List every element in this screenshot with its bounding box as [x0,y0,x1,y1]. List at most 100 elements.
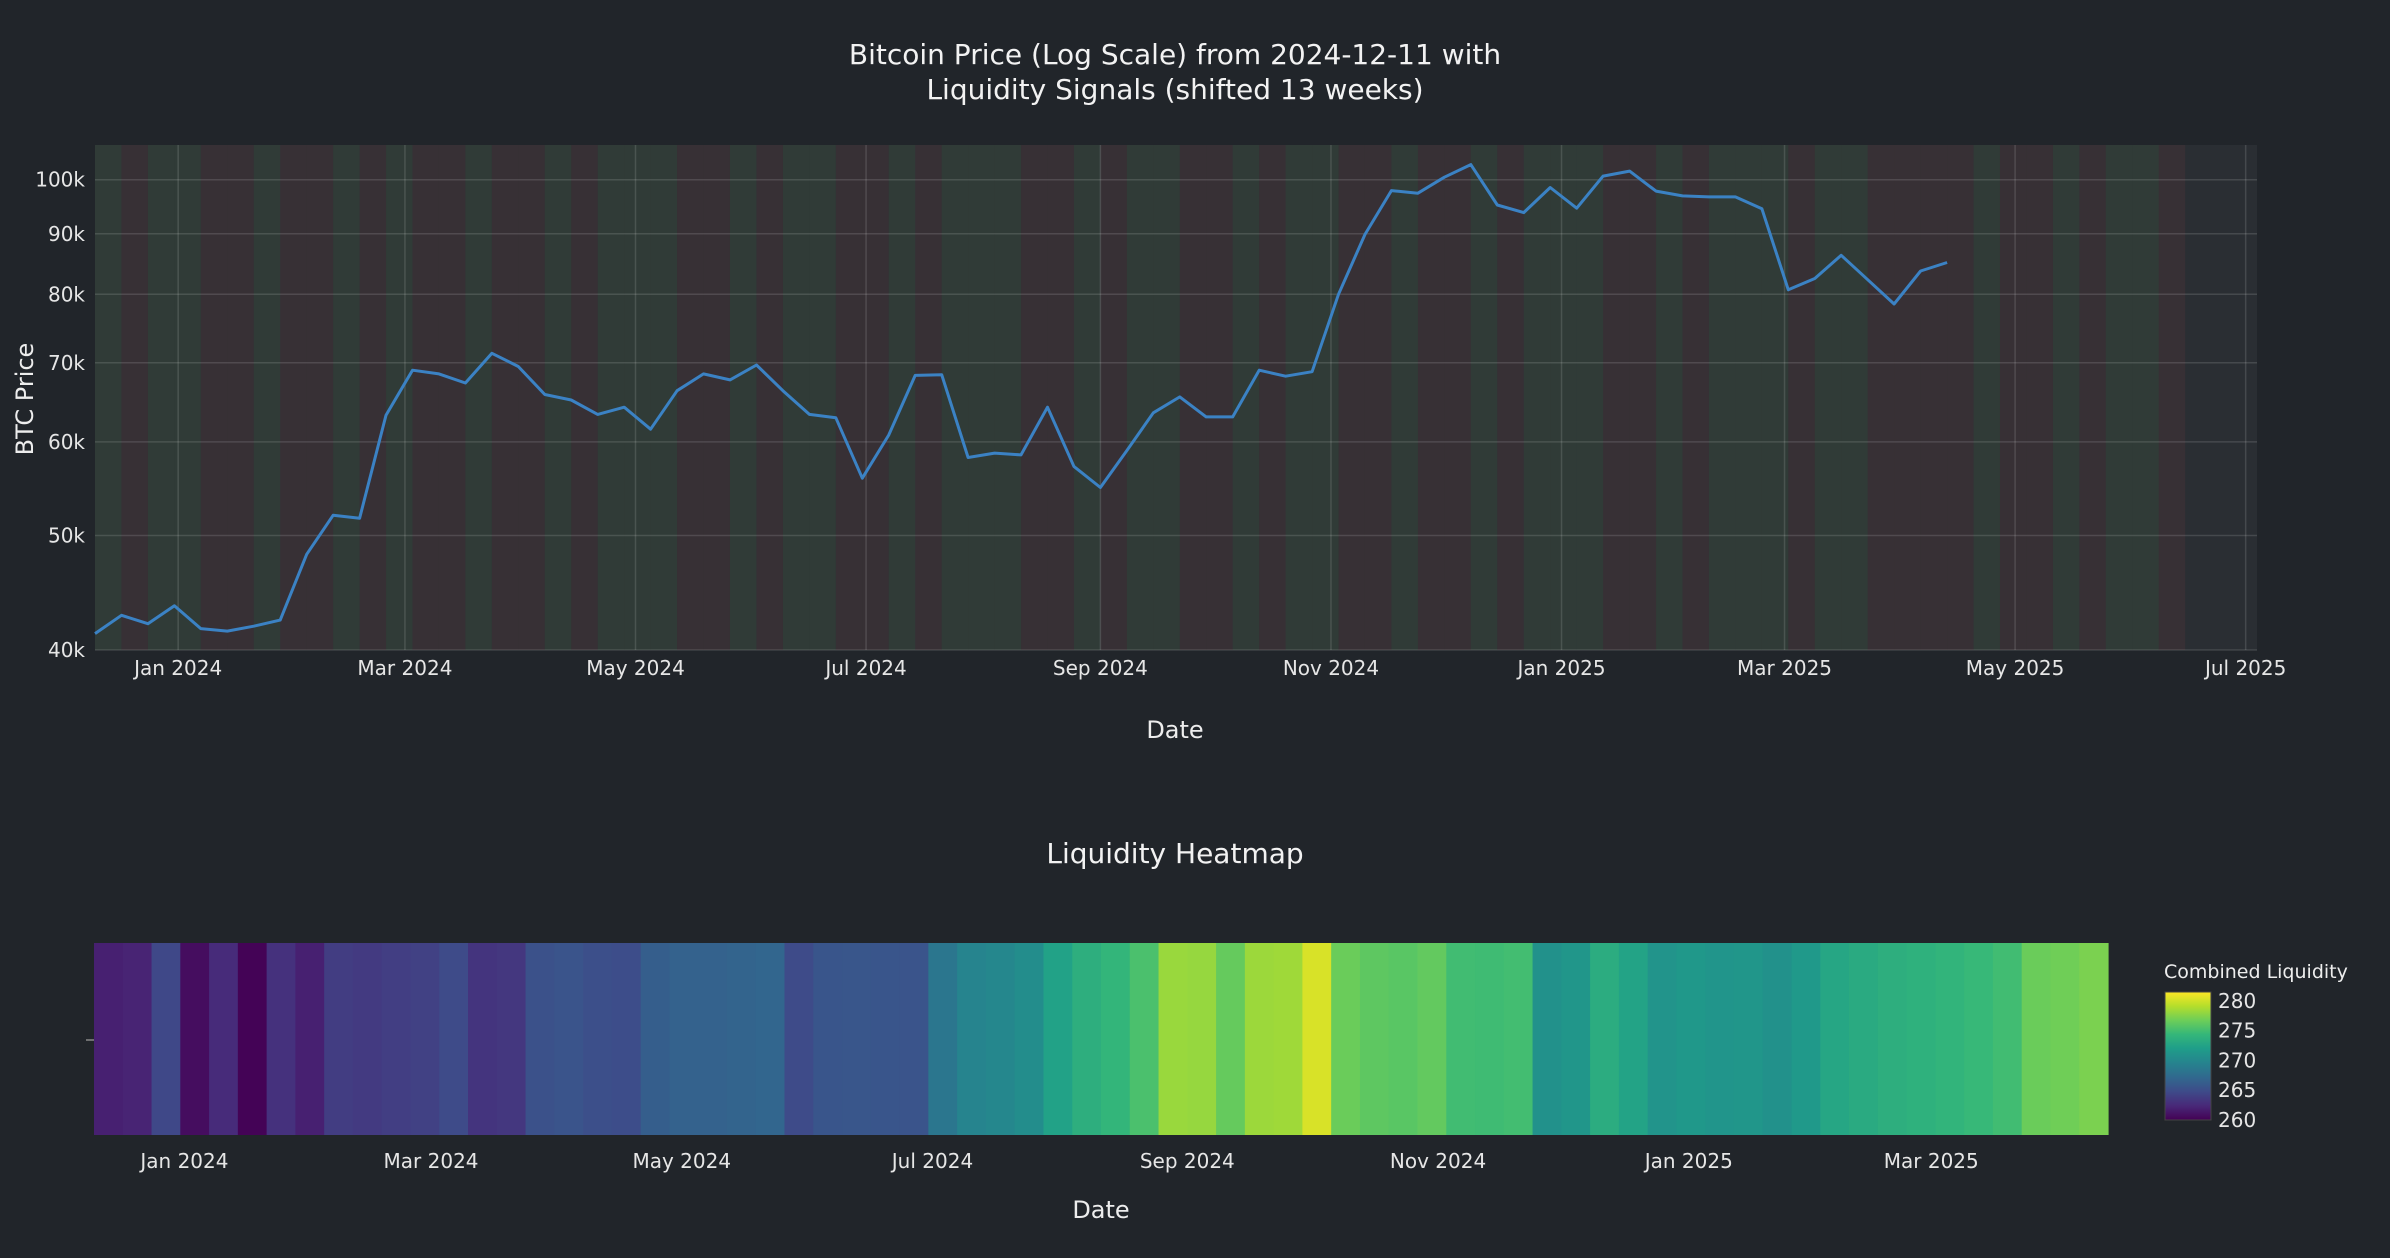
colorbar-gradient [2164,991,2212,1121]
bullish-signal-band [994,145,1022,650]
bearish-signal-band [1364,145,1392,650]
colorbar-tick-labels: 280 275 270 265 260 [2218,989,2256,1132]
price-y-tick-label: 80k [48,282,85,306]
heatmap-cell [1101,943,1131,1135]
bullish-signal-band [1232,145,1260,650]
price-x-tick-label: Jan 2024 [132,656,222,680]
bearish-signal-band [571,145,598,650]
heatmap-cell [1618,943,1649,1135]
bullish-signal-band [1708,145,1736,650]
price-y-tick-label: 40k [48,638,85,662]
bullish-signal-band [174,145,201,650]
heatmap-cell [151,943,181,1135]
price-x-tick-label: Jan 2025 [1515,656,1605,680]
bullish-signal-band [1841,145,1868,650]
bearish-signal-band [1867,145,1895,650]
heatmap-cell [698,943,728,1135]
bearish-signal-band [1179,145,1207,650]
bearish-signal-band [121,145,148,650]
bullish-signal-band [95,145,122,650]
bearish-signal-band [518,145,545,650]
heatmap-cell [640,943,671,1135]
bearish-signal-band [862,145,889,650]
heatmap-cell [1877,943,1908,1135]
bearish-signal-band [1100,145,1127,650]
bearish-signal-band [756,145,783,650]
heatmap-cell [2050,943,2080,1135]
heatmap-cell [928,943,958,1135]
price-x-tick-label: May 2024 [586,656,685,680]
heatmap-cell [468,943,498,1135]
bullish-signal-band [597,145,625,650]
heatmap-cell [1676,943,1706,1135]
price-y-axis-title: BTC Price [11,343,39,456]
bullish-signal-band [1550,145,1577,650]
heatmap-cell [1446,943,1476,1135]
bullish-signal-band [624,145,651,650]
colorbar-tick-label: 270 [2218,1048,2256,1072]
bullish-signal-band [1285,145,1313,650]
heatmap-cell [985,943,1016,1135]
colorbar-title: Combined Liquidity [2164,961,2348,983]
bullish-signal-band [1735,145,1762,650]
heatmap-x-tick-label: Jan 2024 [138,1149,228,1173]
bearish-signal-band [1999,145,2027,650]
bullish-signal-band [1470,145,1498,650]
bearish-signal-band [1206,145,1233,650]
bullish-signal-band [465,145,492,650]
bearish-signal-band [2158,145,2186,650]
bearish-signal-band [1629,145,1657,650]
heatmap-cell [1158,943,1188,1135]
heatmap-cell [957,943,987,1135]
heatmap-cell [1129,943,1160,1135]
btc-price-line [94,163,1948,635]
heatmap-cell [669,943,699,1135]
price-y-tick-label: 70k [48,351,85,375]
liquidity-heatmap: Liquidity Heatmap Jan 2024 Mar 2024 May 20… [86,837,2348,1224]
price-x-tick-label: Jul 2025 [2203,656,2286,680]
bearish-signal-band [703,145,730,650]
heatmap-cell [2021,943,2052,1135]
price-x-tick-label: Mar 2024 [357,656,452,680]
heatmap-cell [1647,943,1678,1135]
price-x-tick-labels: Jan 2024 Mar 2024 May 2024 Jul 2024 Sep 2024… [132,656,2286,680]
price-chart: Bitcoin Price (Log Scale) from 2024-12-1… [11,38,2286,744]
heatmap-cell [237,943,268,1135]
heatmap-cell [122,943,153,1135]
bullish-signal-band [729,145,757,650]
bullish-signal-band [1073,145,1101,650]
heatmap-cell [381,943,412,1135]
heatmap-cell [755,943,786,1135]
heatmap-cell [726,943,757,1135]
bullish-signal-band [1973,145,2000,650]
heatmap-cell [1014,943,1045,1135]
heatmap-cell [784,943,814,1135]
heatmap-cell [1475,943,1505,1135]
heatmap-cell [1331,943,1361,1135]
colorbar-tick-label: 275 [2218,1019,2256,1043]
heatmap-x-tick-label: Mar 2024 [384,1149,479,1173]
heatmap-cell [1187,943,1217,1135]
heatmap-cell [525,943,555,1135]
heatmap-cell [410,943,440,1135]
bearish-signal-band [200,145,228,650]
heatmap-cell [180,943,210,1135]
bearish-signal-band [412,145,439,650]
price-y-tick-label: 90k [48,222,85,246]
price-x-tick-label: Jul 2024 [823,656,906,680]
bearish-signal-band [1259,145,1286,650]
heatmap-cell [1216,943,1246,1135]
heatmap-cell [1417,943,1447,1135]
bearish-signal-band [280,145,307,650]
heatmap-x-axis-title: Date [1072,1196,1129,1224]
heatmap-cell [583,943,613,1135]
heatmap-cell [1849,943,1879,1135]
heatmap-cell [1590,943,1620,1135]
heatmap-cell [1532,943,1562,1135]
bullish-signal-band [2052,145,2080,650]
heatmap-cell [1791,943,1821,1135]
bearish-signal-band [306,145,334,650]
bullish-signal-band [147,145,175,650]
heatmap-cell [295,943,325,1135]
bearish-signal-band [1417,145,1445,650]
